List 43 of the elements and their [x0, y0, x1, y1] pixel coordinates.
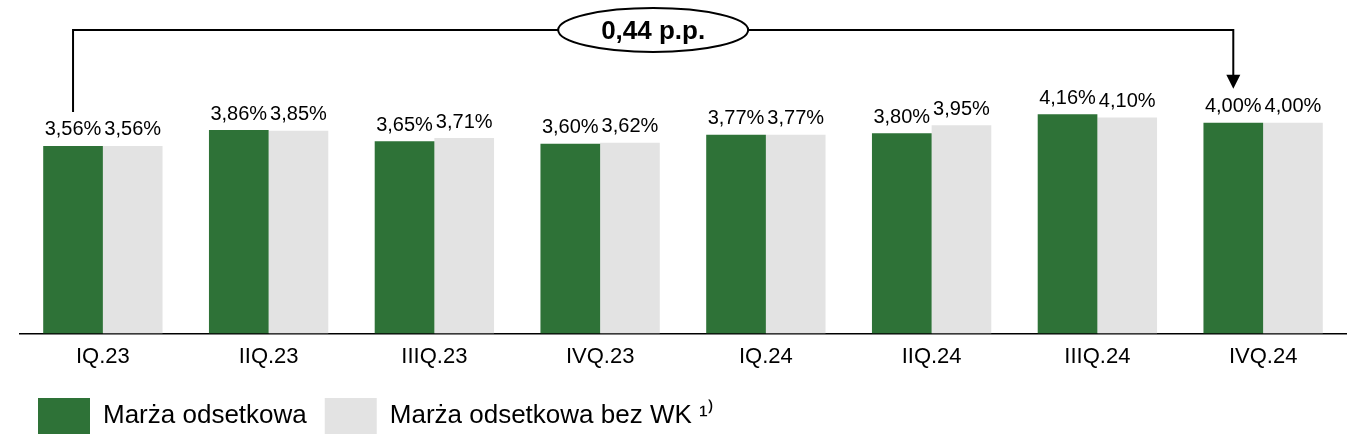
bar	[434, 138, 495, 334]
data-label: 3,56%	[104, 117, 162, 140]
bar	[931, 125, 992, 334]
bar	[540, 143, 601, 334]
bar	[1037, 114, 1098, 334]
bar	[268, 130, 329, 334]
bar	[871, 133, 932, 334]
data-label: 3,71%	[435, 109, 493, 132]
data-label: 3,80%	[873, 104, 931, 127]
x-tick-label: IVQ.24	[1228, 342, 1298, 368]
data-label: 4,00%	[1264, 94, 1322, 117]
data-label: 3,65%	[376, 112, 434, 135]
data-label: 3,85%	[270, 102, 328, 125]
bar	[374, 141, 435, 334]
x-tick-label: IIIQ.24	[1064, 342, 1131, 368]
data-label: 3,60%	[541, 115, 599, 138]
text: 0,44 p.p.	[601, 14, 706, 46]
data-label: 3,77%	[767, 106, 825, 129]
bar	[1203, 122, 1264, 334]
bar	[102, 145, 163, 334]
data-label: 3,77%	[707, 106, 765, 129]
data-label: 3,62%	[601, 114, 659, 137]
bar	[765, 134, 826, 334]
x-tick-label: IQ.23	[75, 342, 130, 368]
x-tick-label: IQ.24	[738, 342, 793, 368]
data-label: 3,56%	[44, 117, 102, 140]
data-label: 4,16%	[1039, 85, 1097, 108]
x-tick-label: IIQ.24	[901, 342, 962, 368]
data-label: 4,00%	[1204, 94, 1262, 117]
data-label: 3,95%	[933, 96, 991, 119]
bar	[600, 142, 660, 334]
x-tick-label: IVQ.23	[565, 342, 635, 368]
x-tick-label: IIIQ.23	[401, 342, 468, 368]
data-label: 3,86%	[210, 101, 268, 124]
bar	[43, 145, 103, 334]
legend-label: Marża odsetkowa	[103, 399, 308, 430]
bar	[1263, 122, 1323, 334]
bar	[706, 134, 766, 334]
x-tick-label: IIQ.23	[238, 342, 299, 368]
legend-label: Marża odsetkowa bez WK ¹⁾	[389, 399, 714, 430]
bar	[208, 130, 269, 334]
data-label: 4,10%	[1098, 88, 1156, 111]
bar	[1097, 117, 1158, 334]
